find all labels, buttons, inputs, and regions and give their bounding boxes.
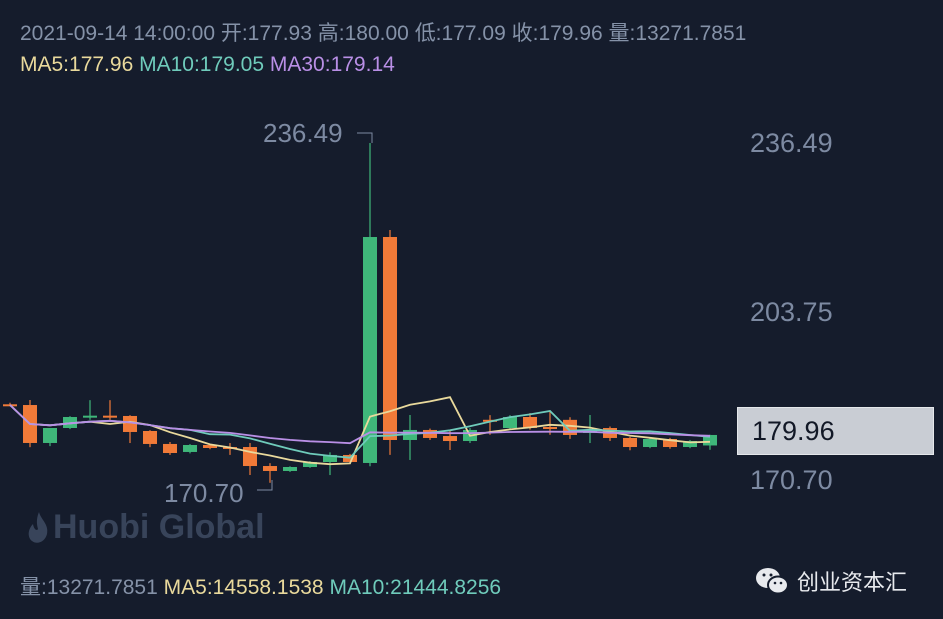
candle-body bbox=[663, 439, 677, 448]
volume-value: 量:13271.7851 bbox=[20, 576, 158, 599]
logo-text: Huobi Global bbox=[53, 508, 265, 546]
candle-body bbox=[243, 447, 257, 467]
candle-body bbox=[203, 444, 217, 448]
candle-body bbox=[643, 439, 657, 448]
open-value: 开:177.93 bbox=[220, 22, 312, 45]
candle-body bbox=[523, 417, 537, 429]
min-marker-pointer bbox=[257, 480, 273, 491]
volume-ma5: MA5:14558.1538 bbox=[163, 576, 324, 599]
flame-icon bbox=[28, 511, 48, 543]
ma5-legend: MA5:177.96 bbox=[20, 53, 134, 76]
ma30-line bbox=[9, 404, 711, 445]
candle-body bbox=[183, 444, 197, 452]
max-price-marker: 236.49 bbox=[263, 118, 343, 148]
datetime: 2021-09-14 14:00:00 bbox=[20, 22, 215, 45]
volume-ma10: MA10:21444.8256 bbox=[329, 576, 502, 599]
wechat-icon bbox=[756, 568, 789, 595]
candle-body bbox=[383, 237, 397, 440]
candle-body bbox=[43, 428, 57, 443]
ma30-legend: MA30:179.14 bbox=[269, 53, 395, 76]
candle-body bbox=[163, 443, 177, 454]
volume-value: 量:13271.7851 bbox=[608, 22, 747, 45]
y-tick-label: 170.70 bbox=[750, 465, 833, 495]
candle-body bbox=[623, 437, 637, 448]
candle-body bbox=[543, 427, 557, 430]
candle-body bbox=[423, 429, 437, 438]
ohlc-header: 2021-09-14 14:00:00 开:177.93 高:180.00 低:… bbox=[20, 17, 746, 47]
candle-body bbox=[563, 419, 577, 435]
volume-legend: 量:13271.7851 MA5:14558.1538 MA10:21444.8… bbox=[20, 571, 501, 601]
ma10-legend: MA10:179.05 bbox=[139, 53, 265, 76]
current-price-value: 179.96 bbox=[752, 416, 835, 446]
watermark-text: 创业资本汇 bbox=[797, 570, 908, 595]
close-value: 收:179.96 bbox=[511, 22, 603, 45]
candle-body bbox=[263, 466, 277, 471]
watermark: 创业资本汇 bbox=[755, 565, 907, 597]
candle-body bbox=[103, 415, 117, 418]
candle-body bbox=[703, 434, 717, 446]
candle-body bbox=[503, 417, 517, 429]
candle-body bbox=[143, 431, 157, 444]
y-tick-label: 236.49 bbox=[750, 128, 833, 158]
candle-body bbox=[363, 237, 377, 463]
max-marker-pointer bbox=[357, 132, 373, 143]
candle-body bbox=[83, 415, 97, 418]
y-tick-label: 203.75 bbox=[750, 297, 833, 327]
low-value: 低:177.09 bbox=[414, 22, 506, 45]
candle-body bbox=[443, 436, 457, 442]
candle-body bbox=[303, 461, 317, 468]
candle-body bbox=[683, 441, 697, 448]
current-price-label: 179.96 bbox=[737, 407, 934, 455]
ma-legend: MA5:177.96 MA10:179.05 MA30:179.14 bbox=[20, 53, 395, 77]
candle-body bbox=[323, 454, 337, 462]
high-value: 高:180.00 bbox=[317, 22, 409, 45]
candle-body bbox=[283, 467, 297, 471]
huobi-logo: Huobi Global bbox=[25, 508, 265, 547]
min-price-marker: 170.70 bbox=[164, 478, 244, 508]
candle-body bbox=[123, 415, 137, 432]
candle-body bbox=[403, 429, 417, 440]
